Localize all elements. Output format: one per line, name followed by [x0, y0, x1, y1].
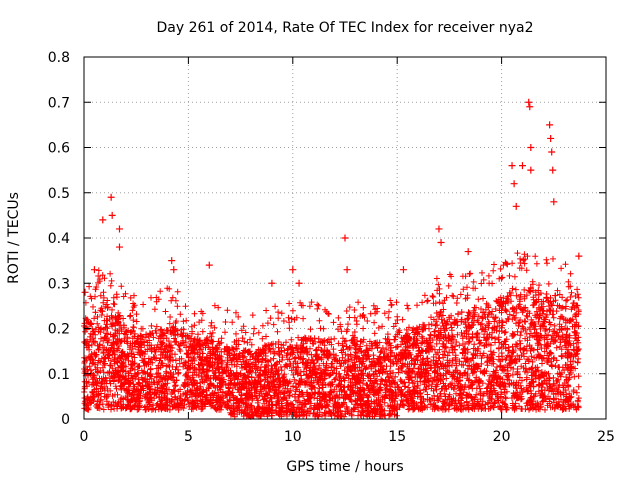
- y-tick-label: 0.1: [48, 367, 70, 383]
- roti-outlier-point: [289, 266, 297, 274]
- roti-outlier-point: [435, 225, 443, 233]
- y-tick-label: 0.7: [48, 95, 70, 111]
- roti-outlier-point: [548, 148, 556, 156]
- roti-outlier-point: [510, 180, 518, 188]
- roti-outlier-point: [526, 103, 534, 111]
- roti-outlier-point: [115, 225, 123, 233]
- roti-outlier-point: [81, 288, 89, 296]
- roti-outlier-point: [399, 266, 407, 274]
- y-tick-label: 0.4: [48, 231, 70, 247]
- x-axis-label: GPS time / hours: [286, 459, 403, 475]
- x-tick-label: 10: [284, 429, 302, 445]
- roti-outlier-point: [547, 134, 555, 142]
- y-axis-label: ROTI / TECUs: [6, 192, 22, 284]
- roti-outlier-point: [527, 166, 535, 174]
- grid-lines: [84, 57, 606, 419]
- roti-outlier-point: [550, 198, 558, 206]
- x-tick-label: 15: [388, 429, 406, 445]
- axis-ticks: 0 5 10 15 20 25 0 0.1 0.2 0.3 0.4 0.5 0.6 0.7 0.8: [48, 50, 615, 445]
- roti-outlier-point: [341, 234, 349, 242]
- y-tick-label: 0: [61, 412, 70, 428]
- data-points: [81, 98, 583, 420]
- roti-point-cloud: [81, 250, 582, 420]
- roti-outlier-point: [518, 162, 526, 170]
- roti-outlier-point: [512, 202, 520, 210]
- roti-outlier-point: [343, 266, 351, 274]
- roti-outlier-point: [170, 266, 178, 274]
- x-tick-label: 20: [493, 429, 511, 445]
- y-tick-label: 0.2: [48, 322, 70, 338]
- roti-outlier-point: [168, 257, 176, 265]
- roti-outlier-point: [107, 193, 115, 201]
- roti-outlier-point: [437, 239, 445, 247]
- x-tick-label: 25: [597, 429, 615, 445]
- roti-outlier-point: [549, 166, 557, 174]
- roti-outlier-point: [108, 211, 116, 219]
- roti-outlier-point: [115, 243, 123, 251]
- roti-outlier-point: [508, 162, 516, 170]
- roti-outlier-point: [268, 279, 276, 287]
- y-tick-label: 0.6: [48, 141, 70, 157]
- y-tick-label: 0.3: [48, 276, 70, 292]
- y-tick-label: 0.8: [48, 50, 70, 66]
- x-tick-label: 5: [184, 429, 193, 445]
- roti-outlier-point: [525, 98, 533, 106]
- roti-outlier-point: [205, 261, 213, 269]
- chart-title: Day 261 of 2014, Rate Of TEC Index for r…: [156, 20, 533, 36]
- roti-outlier-point: [464, 248, 472, 256]
- roti-outlier-point: [546, 121, 554, 129]
- roti-outlier-point: [90, 266, 98, 274]
- roti-outlier-point: [527, 144, 535, 151]
- roti-outlier-point: [295, 279, 303, 287]
- roti-outlier-point: [575, 252, 583, 260]
- y-tick-label: 0.5: [48, 186, 70, 202]
- x-tick-label: 0: [80, 429, 89, 445]
- roti-outlier-point: [99, 216, 107, 224]
